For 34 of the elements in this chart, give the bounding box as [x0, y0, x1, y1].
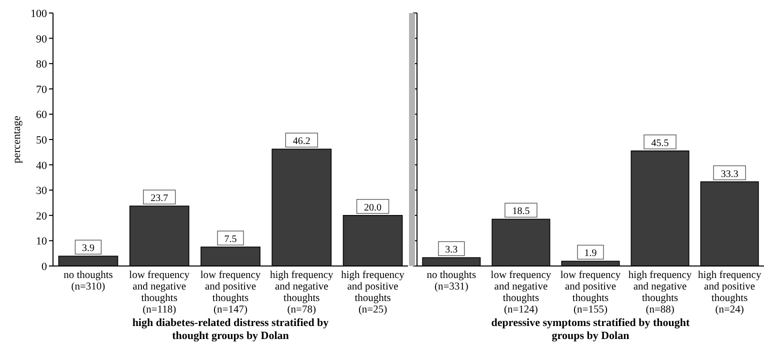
data-label: 33.3 [720, 168, 738, 180]
x-tick-label: no thoughts (n=310) [64, 270, 113, 292]
x-tick-label: high frequency and positive thoughts (n=24) [698, 270, 762, 316]
y-tick-label: 40 [36, 160, 48, 172]
x-tick-label: high frequency and negative thoughts (n=78) [270, 270, 334, 316]
y-tick-label: 30 [36, 185, 48, 198]
x-tick-label: high frequency and negative thoughts (n=88) [628, 270, 692, 316]
y-tick-label: 60 [36, 109, 48, 122]
x-tick-label: no thoughts (n=331) [426, 270, 476, 292]
y-axis-title: percentage [11, 116, 23, 164]
data-label: 23.7 [150, 193, 168, 204]
data-label: 3.3 [445, 244, 458, 256]
data-label: 1.9 [584, 248, 597, 260]
data-label: 3.9 [82, 243, 94, 254]
y-tick-label: 90 [36, 33, 48, 46]
data-label: 46.2 [292, 136, 310, 148]
y-tick-label: 50 [36, 134, 48, 146]
data-label: 7.5 [224, 234, 237, 246]
y-tick-label: 80 [36, 58, 48, 71]
x-tick-label: low frequency and negative thoughts (n=118) [129, 270, 190, 316]
x-tick-label: high frequency and positive thoughts (n=25) [341, 270, 406, 316]
x-tick-label: low frequency and negative thoughts (n=124) [490, 270, 552, 316]
y-tick-label: 70 [36, 84, 48, 96]
y-tick-label: 0 [42, 261, 48, 273]
y-tick-label: 20 [36, 210, 48, 222]
y-tick-label: 100 [30, 8, 48, 20]
data-label: 20.0 [364, 202, 382, 214]
x-tick-label: low frequency and positive thoughts (n=155) [560, 270, 622, 316]
x-axis-title: high diabetes-related distress stratified by thought groups by Dolan [132, 317, 330, 342]
y-tick-label: 10 [36, 236, 48, 248]
data-label: 18.5 [512, 206, 530, 218]
x-axis-title: depressive symptoms stratified by thought groups by Dolan [491, 317, 690, 342]
data-label: 45.5 [651, 138, 669, 149]
x-tick-label: low frequency and positive thoughts (n=147) [200, 270, 262, 316]
